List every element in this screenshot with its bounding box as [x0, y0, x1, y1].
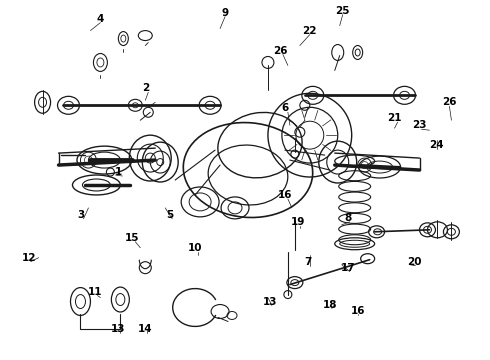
- Text: 2: 2: [142, 84, 149, 93]
- Text: 26: 26: [442, 97, 457, 107]
- Text: 4: 4: [97, 14, 104, 24]
- Text: 16: 16: [278, 190, 292, 200]
- Text: 1: 1: [115, 167, 122, 177]
- Text: 23: 23: [412, 120, 427, 130]
- Text: 10: 10: [188, 243, 202, 253]
- Text: 16: 16: [350, 306, 365, 316]
- Text: 13: 13: [111, 324, 125, 334]
- Text: 25: 25: [336, 6, 350, 15]
- Text: 13: 13: [263, 297, 277, 306]
- Text: 20: 20: [407, 257, 422, 267]
- Text: 7: 7: [304, 257, 312, 267]
- Text: 19: 19: [291, 217, 305, 227]
- Text: 22: 22: [302, 26, 317, 36]
- Text: 17: 17: [341, 263, 355, 273]
- Text: 14: 14: [138, 324, 152, 334]
- Text: 11: 11: [88, 287, 103, 297]
- Text: 24: 24: [429, 140, 444, 150]
- Text: 6: 6: [281, 103, 289, 113]
- Text: 26: 26: [272, 45, 287, 55]
- Text: 9: 9: [221, 8, 229, 18]
- Text: 15: 15: [125, 233, 140, 243]
- Text: 3: 3: [77, 210, 84, 220]
- Text: 18: 18: [322, 300, 337, 310]
- Text: 8: 8: [344, 213, 351, 223]
- Text: 21: 21: [387, 113, 402, 123]
- Text: 5: 5: [167, 210, 174, 220]
- Text: 12: 12: [22, 253, 36, 263]
